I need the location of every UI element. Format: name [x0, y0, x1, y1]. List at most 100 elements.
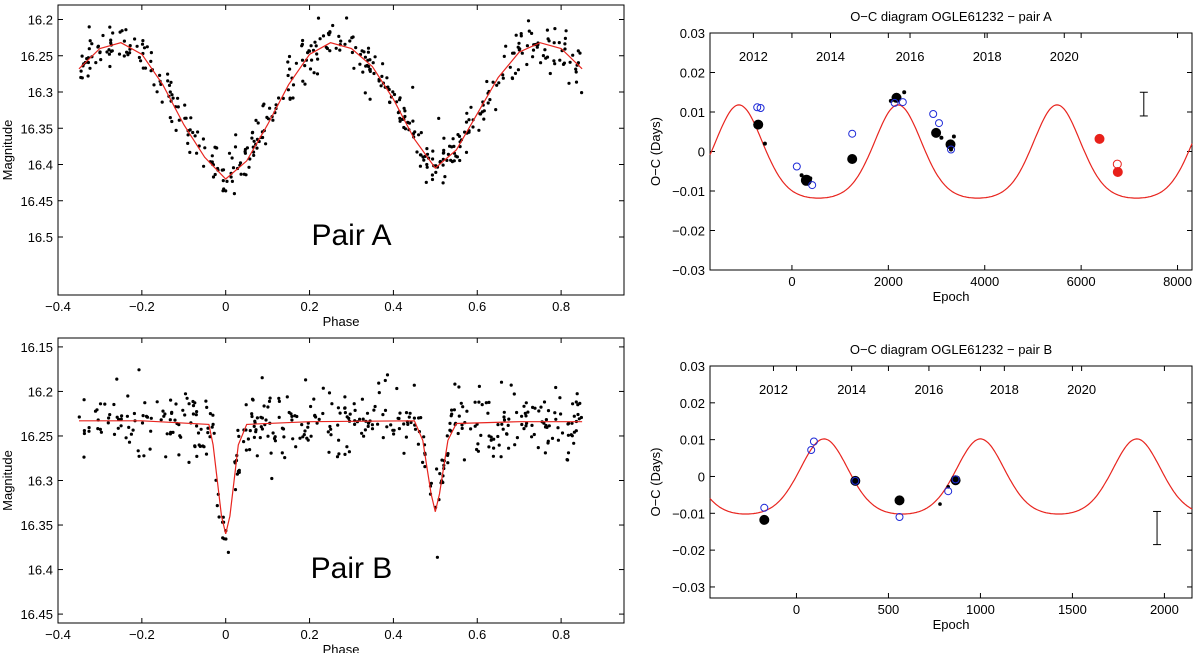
data-point: [158, 73, 162, 77]
x-tick-label: 0.4: [384, 627, 402, 642]
data-point: [353, 408, 357, 412]
data-point: [119, 417, 123, 421]
data-point: [543, 48, 547, 52]
data-point: [484, 401, 488, 405]
data-point: [224, 537, 228, 541]
data-point: [411, 85, 415, 89]
y-tick-label: 0.03: [680, 359, 705, 374]
data-point: [334, 46, 338, 50]
data-point: [500, 422, 504, 426]
data-point: [441, 151, 445, 155]
data-point: [304, 378, 308, 382]
data-point: [566, 422, 570, 426]
x-tick-label: −0.2: [129, 627, 155, 642]
data-point: [379, 84, 383, 88]
data-point: [252, 435, 256, 439]
data-point: [421, 460, 425, 464]
data-point: [371, 61, 375, 65]
data-point: [149, 51, 153, 55]
data-point: [520, 51, 524, 55]
data-point: [404, 411, 409, 415]
data-point: [385, 373, 390, 377]
y-tick-label: 16.35: [20, 121, 53, 136]
data-point: [497, 443, 501, 447]
data-point: [321, 386, 325, 390]
data-point: [145, 45, 149, 49]
data-point: [303, 82, 307, 86]
data-point: [362, 50, 366, 54]
data-point: [309, 404, 313, 409]
data-point: [137, 55, 141, 60]
data-point: [229, 175, 233, 179]
data-point: [381, 413, 385, 417]
data-point: [224, 189, 228, 193]
data-point: [260, 427, 264, 431]
data-point: [141, 39, 145, 43]
oc-data-point: [1112, 167, 1123, 177]
data-point: [504, 44, 508, 48]
data-point: [535, 45, 539, 49]
y-tick-label: −0.02: [672, 224, 705, 239]
data-point: [191, 412, 195, 416]
data-point: [315, 421, 319, 425]
data-point: [109, 38, 113, 42]
data-point: [99, 430, 103, 434]
data-point: [425, 147, 429, 151]
data-point: [162, 414, 166, 418]
data-point: [572, 414, 576, 418]
data-point: [425, 152, 430, 156]
data-point: [237, 468, 241, 472]
data-point: [300, 42, 304, 47]
data-point: [381, 62, 385, 66]
data-point: [108, 25, 112, 29]
y-tick-label: −0.01: [672, 506, 705, 521]
data-point: [556, 426, 560, 430]
data-point: [558, 396, 562, 400]
data-point: [94, 61, 98, 65]
data-point: [550, 436, 555, 440]
data-point: [139, 59, 143, 63]
data-point: [186, 133, 190, 137]
data-point: [126, 394, 130, 398]
x-tick-label: 0: [788, 274, 795, 289]
data-point: [309, 44, 313, 48]
data-point: [105, 50, 109, 54]
data-point: [486, 101, 490, 105]
data-point: [402, 106, 406, 110]
y-tick-label: 16.3: [28, 85, 53, 100]
data-point: [277, 399, 281, 403]
y-tick-label: 16.25: [20, 49, 53, 64]
data-point: [314, 415, 318, 419]
data-point: [445, 434, 449, 438]
data-point: [86, 60, 90, 65]
data-point: [170, 119, 174, 124]
data-point: [119, 424, 123, 428]
x-tick-label: −0.4: [45, 299, 71, 314]
data-point: [264, 142, 268, 146]
oc-data-point: [951, 134, 956, 139]
y-axis-label: O−C (Days): [648, 448, 663, 517]
data-point: [140, 42, 145, 46]
data-point: [467, 130, 471, 134]
data-point: [265, 115, 269, 119]
data-point: [315, 52, 319, 56]
data-point: [377, 79, 381, 83]
data-point: [486, 411, 490, 415]
data-point: [404, 435, 408, 439]
data-point: [419, 153, 423, 157]
data-point: [485, 79, 489, 84]
data-point: [195, 424, 199, 428]
data-point: [286, 73, 290, 78]
data-point: [256, 121, 260, 125]
data-point: [350, 36, 354, 40]
data-point: [326, 430, 330, 434]
data-point: [324, 45, 328, 49]
data-point: [186, 141, 190, 145]
data-point: [271, 118, 275, 122]
data-point: [452, 408, 456, 412]
oc-data-point: [951, 475, 960, 484]
y-tick-label: 16.45: [20, 607, 53, 622]
data-point: [291, 437, 295, 441]
data-point: [552, 41, 556, 45]
data-point: [226, 550, 230, 555]
